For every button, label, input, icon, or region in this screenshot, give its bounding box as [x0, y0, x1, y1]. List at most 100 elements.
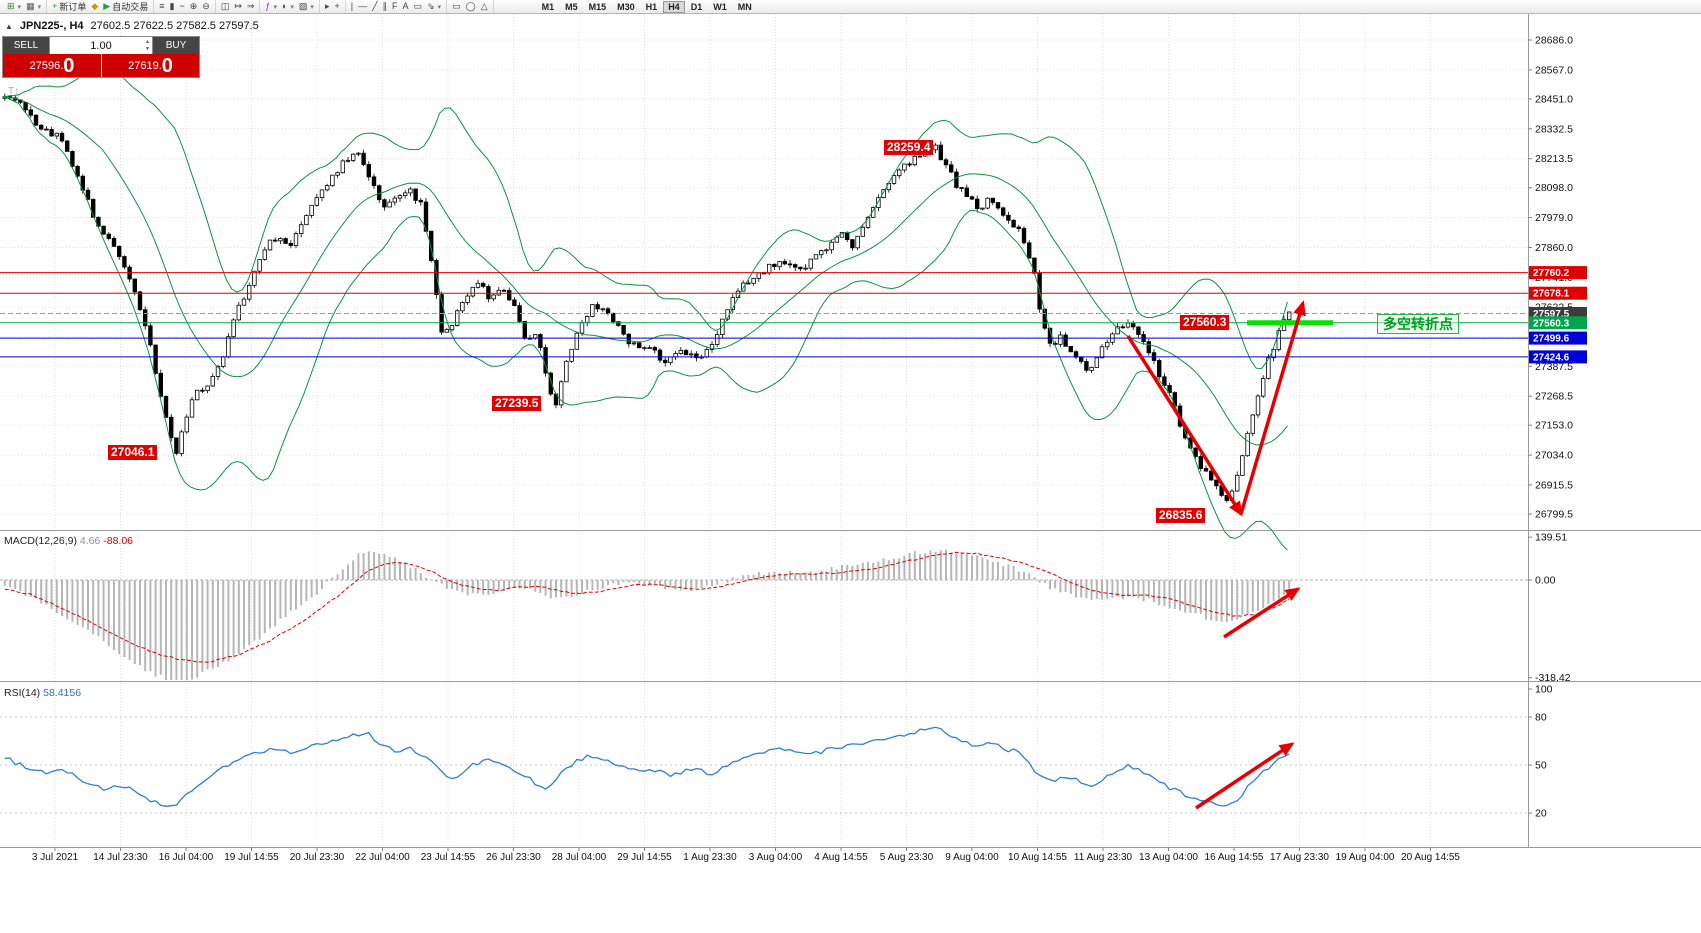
triangle-button[interactable]: △ — [479, 1, 490, 13]
timeframe-m1-button[interactable]: M1 — [541, 1, 555, 12]
arrows-button[interactable]: ⇘ — [425, 1, 443, 13]
macd-axis: 139.51 0.00 -318.42 — [1528, 532, 1571, 684]
triangle-icon: △ — [480, 1, 488, 11]
periods-button[interactable]: ◐ — [280, 1, 296, 13]
svg-text:14 Jul 23:30: 14 Jul 23:30 — [93, 852, 148, 863]
turning-point-note[interactable]: 多空转折点 — [1377, 314, 1459, 334]
svg-text:1 Aug 23:30: 1 Aug 23:30 — [683, 852, 737, 863]
metaeditor-icon: ◆ — [91, 1, 99, 11]
svg-text:28451.0: 28451.0 — [1535, 94, 1573, 106]
collapse-icon[interactable]: ▲ — [5, 21, 13, 31]
zoom-out-button[interactable]: ⊖ — [200, 1, 212, 13]
svg-text:26915.5: 26915.5 — [1535, 479, 1573, 491]
macd-signal-line — [4, 551, 1290, 663]
autotrading-label: 自动交易 — [112, 2, 149, 12]
text-label-icon: ▭ — [413, 1, 423, 11]
svg-text:27387.5: 27387.5 — [1535, 361, 1573, 373]
price-label-28259.4[interactable]: 28259.4 — [884, 140, 934, 155]
svg-text:50: 50 — [1535, 760, 1547, 772]
sell-tab[interactable]: SELL — [3, 37, 49, 54]
timeframe-h1-button[interactable]: H1 — [645, 1, 658, 12]
text-label-button[interactable]: ▭ — [412, 1, 425, 13]
indicators-button[interactable]: ƒ — [263, 1, 279, 13]
autotrading-button[interactable]: ▶ 自动交易 — [101, 1, 150, 13]
profiles-button[interactable]: ▦ — [24, 1, 43, 13]
macd-histogram — [3, 549, 1291, 680]
fibonacci-retracement-button[interactable]: F — [390, 1, 400, 13]
rsi-axis: 100 80 50 20 — [1528, 684, 1553, 820]
price-label-27046.1[interactable]: 27046.1 — [108, 445, 158, 460]
svg-text:28 Jul 04:00: 28 Jul 04:00 — [552, 852, 607, 863]
ellipse-button[interactable]: ◯ — [464, 1, 478, 13]
tile-windows-button[interactable]: ◫ — [219, 1, 232, 13]
timeframe-h4-button[interactable]: H4 — [663, 0, 685, 13]
timeframe-toolbar: M1 M5 M15 M30 H1 H4 D1 W1 MN — [534, 0, 760, 13]
svg-text:27760.2: 27760.2 — [1533, 268, 1570, 279]
price-label-27239.5[interactable]: 27239.5 — [492, 396, 542, 411]
rsi-arrow[interactable] — [1195, 742, 1295, 810]
toolbar-group: ◫ ↦ ⇒ — [216, 0, 261, 13]
new-order-button[interactable]: + 新订单 — [50, 1, 88, 13]
cursor-icon: ▸ — [324, 1, 330, 11]
svg-text:13 Aug 04:00: 13 Aug 04:00 — [1139, 852, 1198, 863]
metaeditor-button[interactable]: ◆ — [89, 1, 100, 13]
sell-button[interactable]: 27596. 0 — [3, 54, 101, 77]
buy-tab[interactable]: BUY — [153, 37, 199, 54]
auto-scroll-icon: ↦ — [234, 1, 242, 11]
trend-arrow-up[interactable] — [1239, 300, 1306, 515]
price-label-26835.6[interactable]: 26835.6 — [1156, 508, 1206, 523]
trend-arrow-down[interactable] — [1126, 335, 1243, 517]
trendline-button[interactable]: ╱ — [370, 1, 379, 13]
price-axis: 28686.0 28567.0 28451.0 28332.5 28213.5 28098… — [1528, 35, 1573, 521]
rectangle-button[interactable]: ▭ — [450, 1, 463, 13]
line-chart-button[interactable]: ~ — [177, 1, 186, 13]
cursor-button[interactable]: ▸ — [323, 1, 332, 13]
svg-text:27860.0: 27860.0 — [1535, 242, 1573, 254]
svg-text:5 Aug 23:30: 5 Aug 23:30 — [880, 852, 934, 863]
zoom-in-button[interactable]: ⊕ — [188, 1, 200, 13]
timeframe-m30-button[interactable]: M30 — [617, 1, 635, 12]
svg-text:100: 100 — [1535, 684, 1553, 696]
svg-text:0.00: 0.00 — [1535, 575, 1556, 587]
bollinger-bands — [2, 61, 1288, 551]
volume-increase-icon[interactable]: ▲ — [145, 39, 150, 45]
timeframe-m5-button[interactable]: M5 — [565, 1, 578, 12]
time-axis: 3 Jul 2021 14 Jul 23:30 16 Jul 04:00 19 Jul… — [32, 847, 1460, 863]
macd-arrow[interactable] — [1223, 587, 1301, 639]
svg-text:139.51: 139.51 — [1535, 532, 1567, 544]
svg-text:22 Jul 04:00: 22 Jul 04:00 — [355, 852, 410, 863]
volume-input[interactable]: 1.00 ▲ ▼ — [49, 37, 153, 54]
svg-text:28686.0: 28686.0 — [1535, 35, 1573, 47]
crosshair-button[interactable]: + — [332, 1, 341, 13]
bars-chart-button[interactable]: ≡ — [157, 1, 166, 13]
text-button[interactable]: A — [401, 1, 411, 13]
horizontal-line-button[interactable]: — — [356, 1, 369, 13]
zoom-in-icon: ⊕ — [189, 1, 198, 11]
svg-text:80: 80 — [1535, 712, 1547, 724]
templates-button[interactable]: ▨ — [297, 1, 316, 13]
timeframe-mn-button[interactable]: MN — [737, 1, 752, 12]
svg-text:20: 20 — [1535, 808, 1547, 820]
price-label-27560.3[interactable]: 27560.3 — [1180, 315, 1230, 330]
timeframe-w1-button[interactable]: W1 — [713, 1, 727, 12]
indicators-icon: ƒ — [265, 1, 271, 11]
timeframe-d1-button[interactable]: D1 — [690, 1, 703, 12]
equidistant-channel-icon: ∥ — [382, 1, 388, 11]
toolbar-group: ⊞▦ — [2, 0, 48, 13]
new-chart-button[interactable]: ⊞ — [5, 1, 23, 13]
new-order-label: 新订单 — [59, 2, 87, 12]
vertical-line-button[interactable]: | — [349, 1, 355, 13]
candles-chart-button[interactable]: ▮ — [168, 1, 177, 13]
auto-scroll-button[interactable]: ↦ — [232, 1, 244, 13]
timeframe-m15-button[interactable]: M15 — [588, 1, 607, 12]
rsi-line — [4, 726, 1290, 807]
grid — [0, 14, 1528, 847]
chart-shift-button[interactable]: ⇒ — [245, 1, 257, 13]
equidistant-channel-button[interactable]: ∥ — [381, 1, 390, 13]
axis-badge-27499.6 — [1529, 331, 1587, 345]
corner-mark: T↑ — [8, 86, 20, 97]
buy-button[interactable]: 27619. 0 — [101, 54, 199, 77]
volume-value: 1.00 — [90, 39, 112, 52]
volume-decrease-icon[interactable]: ▼ — [145, 45, 150, 52]
